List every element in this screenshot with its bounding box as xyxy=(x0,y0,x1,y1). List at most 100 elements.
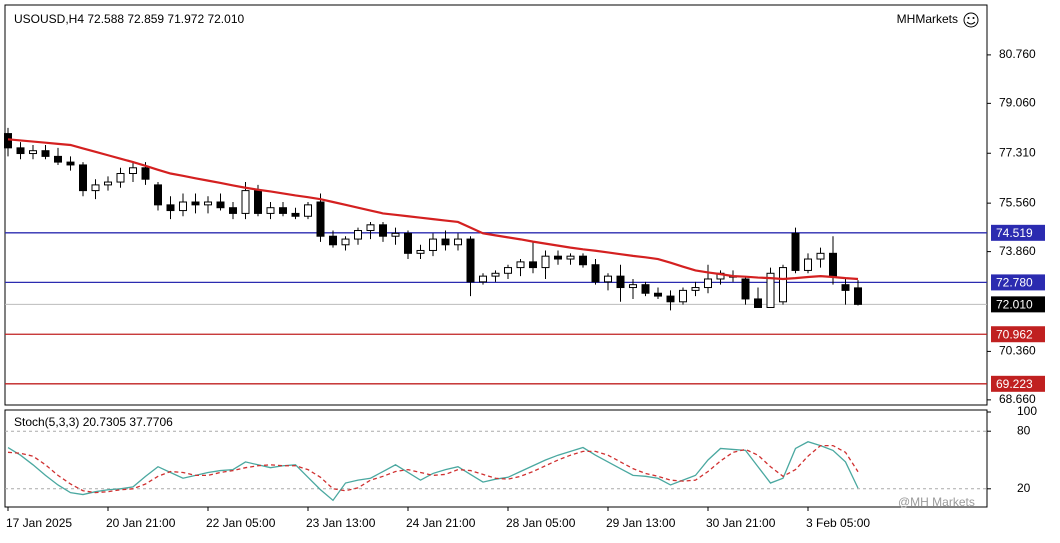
candle-body xyxy=(591,264,600,283)
y-tick-label: 70.360 xyxy=(999,344,1036,358)
stoch-panel xyxy=(4,409,988,508)
candle-body xyxy=(804,258,812,271)
level-label: 72.780 xyxy=(996,276,1033,290)
candle-body xyxy=(541,255,550,269)
x-tick-label: 3 Feb 05:00 xyxy=(806,516,870,530)
candle-body xyxy=(54,155,62,163)
level-label: 74.519 xyxy=(996,226,1033,240)
candle-body xyxy=(416,249,425,254)
candle-body xyxy=(254,190,262,214)
level-label-box xyxy=(991,375,1045,392)
level-label: 69.223 xyxy=(996,377,1033,391)
candle-body xyxy=(41,150,50,157)
candle-body xyxy=(704,278,712,289)
candle-body xyxy=(604,275,612,283)
candle-body xyxy=(166,204,175,212)
candle-body xyxy=(366,224,375,232)
candle-body xyxy=(754,298,762,308)
candle-body xyxy=(379,224,387,237)
candle-body xyxy=(266,207,275,214)
candle-body xyxy=(841,284,850,291)
candle-body xyxy=(229,207,237,214)
candle-body xyxy=(304,204,312,217)
level-label-box xyxy=(991,274,1045,291)
x-tick-label: 24 Jan 21:00 xyxy=(406,516,476,530)
y-tick-label: 80.760 xyxy=(999,47,1036,61)
y-tick-label: 80 xyxy=(1017,423,1031,437)
candle-body xyxy=(479,275,487,283)
candle-body xyxy=(216,201,225,209)
candle-body xyxy=(341,238,350,246)
candle-body xyxy=(179,201,187,212)
brand-icon xyxy=(963,12,979,28)
y-tick-label: 73.860 xyxy=(999,244,1036,258)
stoch-title: Stoch(5,3,3) 20.7305 37.7706 xyxy=(14,415,173,429)
candle-body xyxy=(829,252,837,277)
candle-body xyxy=(616,275,625,289)
candle-body xyxy=(566,255,575,260)
candle-body xyxy=(116,172,125,183)
watermark: @MH Markets xyxy=(898,495,975,509)
candle-body xyxy=(791,232,800,271)
candle-body xyxy=(154,184,162,206)
candle-body xyxy=(104,181,112,186)
candle-body xyxy=(291,212,300,217)
candle-body xyxy=(554,255,562,260)
candle-body xyxy=(466,238,475,283)
candle-body xyxy=(129,167,137,174)
y-tick-label: 100 xyxy=(1017,404,1037,418)
candles xyxy=(4,127,862,311)
level-label: 70.962 xyxy=(996,327,1033,341)
candle-body xyxy=(429,238,437,251)
y-tick-label: 20 xyxy=(1017,481,1031,495)
candle-body xyxy=(404,232,412,254)
y-tick-label: 75.560 xyxy=(999,195,1036,209)
candle-body xyxy=(666,295,675,303)
candle-body xyxy=(491,272,500,277)
candle-body xyxy=(91,184,100,192)
candle-body xyxy=(629,284,637,289)
level-label: 72.010 xyxy=(996,298,1033,312)
x-tick-label: 28 Jan 05:00 xyxy=(506,516,576,530)
candle-body xyxy=(579,255,587,266)
brand: MHMarkets xyxy=(897,12,958,26)
candle-body xyxy=(4,133,12,149)
candle-body xyxy=(66,161,75,166)
x-tick-label: 30 Jan 21:00 xyxy=(706,516,776,530)
candle-body xyxy=(316,201,325,237)
y-tick-label: 79.060 xyxy=(999,96,1036,110)
candle-body xyxy=(441,238,450,246)
candle-body xyxy=(241,190,250,214)
candle-body xyxy=(391,232,400,237)
candle-body xyxy=(516,261,525,269)
y-tick-label: 77.310 xyxy=(999,145,1036,159)
candle-body xyxy=(329,235,337,246)
candle-body xyxy=(204,201,212,206)
candle-body xyxy=(854,287,862,305)
candle-body xyxy=(29,150,37,155)
level-label-box xyxy=(991,296,1045,313)
x-tick-label: 22 Jan 05:00 xyxy=(206,516,276,530)
y-tick-label: 68.660 xyxy=(999,392,1036,406)
x-tick-label: 23 Jan 13:00 xyxy=(306,516,376,530)
candle-body xyxy=(654,292,662,297)
candle-body xyxy=(691,287,700,291)
candle-body xyxy=(191,201,200,206)
candle-body xyxy=(766,272,775,308)
stoch-line xyxy=(7,441,859,502)
x-tick-label: 29 Jan 13:00 xyxy=(606,516,676,530)
candle-body xyxy=(641,284,650,294)
candle-body xyxy=(816,252,825,260)
x-tick-label: 17 Jan 2025 xyxy=(6,516,72,530)
candle-body xyxy=(741,278,750,300)
candle-body xyxy=(679,289,687,303)
candle-body xyxy=(454,238,462,246)
level-label-box xyxy=(991,326,1045,343)
candle-body xyxy=(354,230,362,240)
candle-body xyxy=(779,267,787,303)
main-panel xyxy=(4,4,988,406)
x-tick-label: 20 Jan 21:00 xyxy=(106,516,176,530)
candle-body xyxy=(529,261,537,269)
